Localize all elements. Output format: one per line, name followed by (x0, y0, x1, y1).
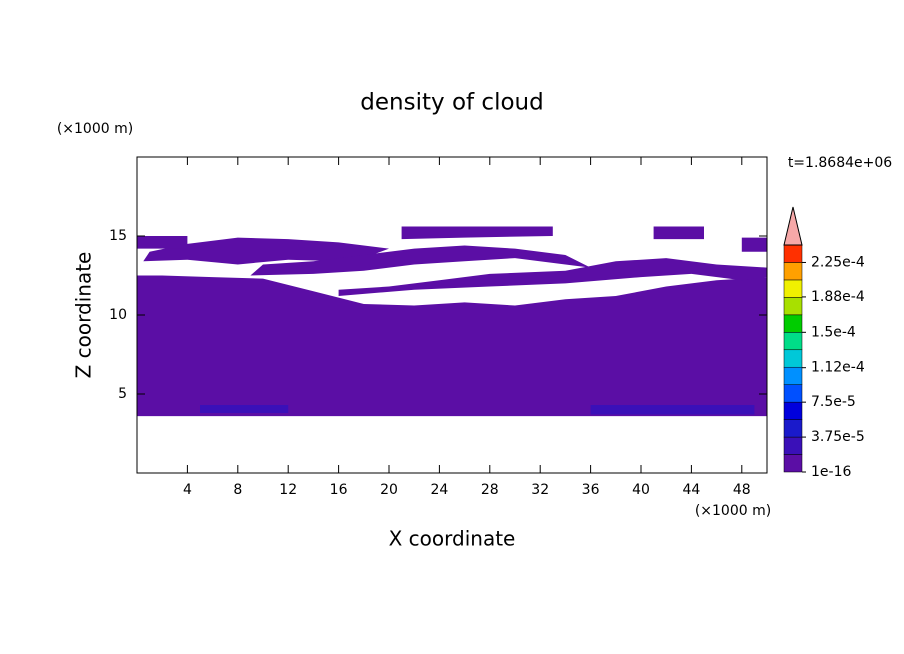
colorbar-box (783, 436, 803, 455)
colorbar-tick-label: 1.12e-4 (811, 360, 865, 376)
x-tick-label: 16 (330, 482, 348, 498)
colorbar-box (783, 314, 803, 333)
colorbar-box (783, 244, 803, 263)
x-unit: (×1000 m) (695, 503, 771, 519)
y-tick-label: 5 (118, 386, 127, 402)
contour-region (137, 236, 188, 249)
y-unit: (×1000 m) (57, 121, 133, 137)
x-axis-label: X coordinate (389, 527, 516, 551)
y-tick-label: 15 (109, 228, 127, 244)
x-tick-label: 20 (380, 482, 398, 498)
colorbar-box (783, 454, 803, 473)
colorbar-tick-label: 1e-16 (811, 464, 851, 480)
x-tick-label: 8 (233, 482, 242, 498)
contour-region (741, 237, 767, 252)
colorbar-box (783, 332, 803, 351)
x-tick-label: 12 (279, 482, 297, 498)
colorbar-tick-label: 1.5e-4 (811, 324, 856, 340)
x-tick-label: 4 (183, 482, 192, 498)
colorbar-box (783, 401, 803, 420)
y-tick-label: 10 (109, 307, 127, 323)
contour-region (590, 405, 755, 415)
x-tick-label: 44 (682, 482, 700, 498)
colorbar-tick-label: 1.88e-4 (811, 289, 865, 305)
contour-region (200, 405, 289, 413)
contour-region (653, 226, 704, 240)
colorbar-tick-label: 7.5e-5 (811, 394, 856, 410)
contour-region (401, 226, 553, 240)
colorbar-box (783, 279, 803, 298)
colorbar-box (783, 366, 803, 385)
colorbar-box (783, 419, 803, 438)
colorbar-extension (783, 206, 803, 246)
colorbar-box (783, 262, 803, 281)
contour-region (250, 245, 591, 276)
colorbar-tick-label: 2.25e-4 (811, 254, 865, 270)
y-axis-label: Z coordinate (72, 252, 96, 379)
contour-region (338, 258, 767, 297)
chart-title: density of cloud (360, 90, 543, 116)
colorbar-tick-label: 3.75e-5 (811, 429, 865, 445)
contour-region (143, 237, 389, 265)
colorbar-box (783, 349, 803, 368)
x-tick-label: 36 (582, 482, 600, 498)
x-tick-label: 28 (481, 482, 499, 498)
x-tick-label: 40 (632, 482, 650, 498)
time-label: t=1.8684e+06 (788, 155, 892, 171)
colorbar-box (783, 384, 803, 403)
x-tick-label: 24 (430, 482, 448, 498)
x-tick-label: 48 (733, 482, 751, 498)
x-tick-label: 32 (531, 482, 549, 498)
colorbar-box (783, 297, 803, 316)
contour-region (137, 275, 767, 417)
